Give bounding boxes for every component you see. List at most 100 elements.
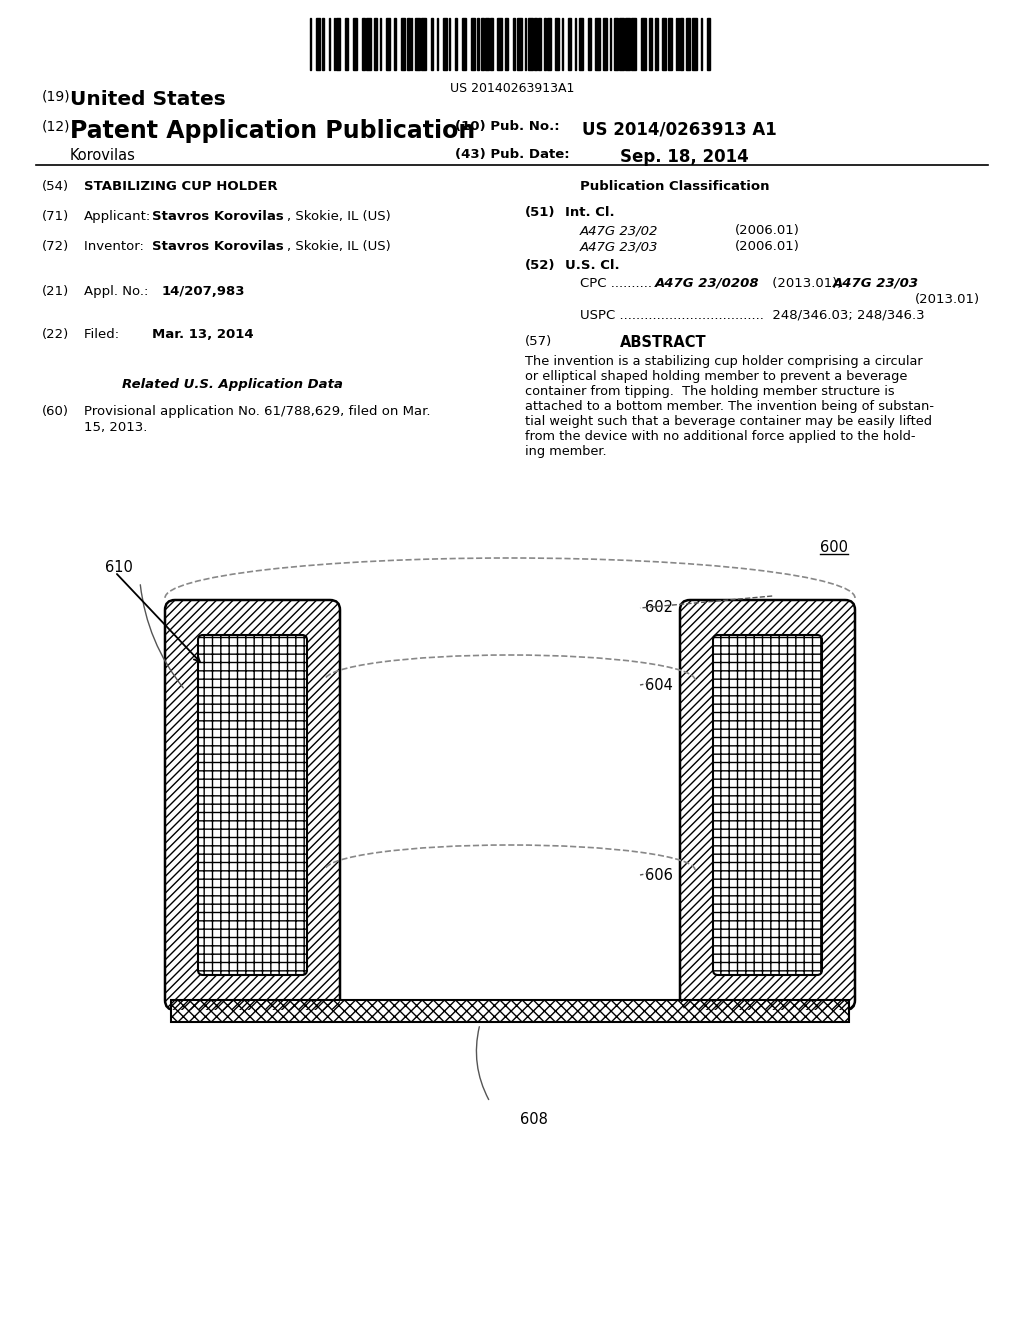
Text: A47G 23/03: A47G 23/03 bbox=[580, 240, 658, 253]
Bar bbox=[353, 18, 356, 70]
Text: (2013.01);: (2013.01); bbox=[768, 277, 846, 290]
Bar bbox=[700, 18, 702, 70]
Bar bbox=[641, 18, 646, 70]
FancyBboxPatch shape bbox=[713, 635, 822, 975]
Bar bbox=[602, 18, 607, 70]
Text: 608: 608 bbox=[520, 1111, 548, 1127]
Text: Sep. 18, 2014: Sep. 18, 2014 bbox=[620, 148, 749, 166]
Bar bbox=[649, 18, 651, 70]
Text: United States: United States bbox=[70, 90, 225, 110]
Bar bbox=[361, 18, 366, 70]
Text: Patent Application Publication: Patent Application Publication bbox=[70, 119, 475, 143]
Bar bbox=[676, 18, 677, 70]
Text: (2006.01): (2006.01) bbox=[735, 224, 800, 238]
Bar bbox=[374, 18, 377, 70]
Bar bbox=[394, 18, 396, 70]
Bar bbox=[692, 18, 697, 70]
Text: , Skokie, IL (US): , Skokie, IL (US) bbox=[287, 210, 391, 223]
Text: A47G 23/02: A47G 23/02 bbox=[580, 224, 658, 238]
Bar bbox=[567, 18, 571, 70]
Text: Related U.S. Application Data: Related U.S. Application Data bbox=[122, 378, 343, 391]
Text: U.S. Cl.: U.S. Cl. bbox=[565, 259, 620, 272]
Bar bbox=[655, 18, 657, 70]
Text: Inventor:: Inventor: bbox=[84, 240, 153, 253]
Bar bbox=[680, 18, 683, 70]
Text: Mar. 13, 2014: Mar. 13, 2014 bbox=[152, 327, 254, 341]
Bar bbox=[462, 18, 466, 70]
Bar bbox=[171, 1001, 849, 1022]
Text: (22): (22) bbox=[42, 327, 70, 341]
Text: The invention is a stabilizing cup holder comprising a circular: The invention is a stabilizing cup holde… bbox=[525, 355, 923, 368]
Bar bbox=[707, 18, 711, 70]
Text: Int. Cl.: Int. Cl. bbox=[565, 206, 614, 219]
Bar bbox=[485, 18, 488, 70]
Bar bbox=[455, 18, 458, 70]
Text: Filed:: Filed: bbox=[84, 327, 140, 341]
Text: 602: 602 bbox=[645, 601, 673, 615]
Text: 600: 600 bbox=[820, 540, 848, 554]
Bar bbox=[538, 18, 542, 70]
Bar bbox=[345, 18, 348, 70]
FancyBboxPatch shape bbox=[198, 635, 307, 975]
Text: Provisional application No. 61/788,629, filed on Mar.: Provisional application No. 61/788,629, … bbox=[84, 405, 430, 418]
Bar bbox=[416, 18, 420, 70]
Bar bbox=[422, 18, 426, 70]
Bar bbox=[408, 18, 410, 70]
Bar bbox=[562, 18, 563, 70]
Bar bbox=[506, 18, 508, 70]
Bar bbox=[620, 18, 624, 70]
Bar bbox=[544, 18, 546, 70]
Bar bbox=[686, 18, 690, 70]
Text: US 2014/0263913 A1: US 2014/0263913 A1 bbox=[582, 120, 777, 139]
Bar bbox=[437, 18, 438, 70]
Bar bbox=[548, 18, 551, 70]
Bar bbox=[663, 18, 666, 70]
Text: ABSTRACT: ABSTRACT bbox=[620, 335, 707, 350]
Text: CPC ..........: CPC .......... bbox=[580, 277, 652, 290]
Text: container from tipping.  The holding member structure is: container from tipping. The holding memb… bbox=[525, 385, 895, 399]
Text: (2013.01): (2013.01) bbox=[915, 293, 980, 306]
Bar bbox=[614, 18, 618, 70]
Bar bbox=[626, 18, 630, 70]
Text: (54): (54) bbox=[42, 180, 70, 193]
Bar bbox=[588, 18, 591, 70]
Bar bbox=[443, 18, 446, 70]
Bar bbox=[367, 18, 371, 70]
Bar bbox=[497, 18, 502, 70]
Text: 604: 604 bbox=[645, 677, 673, 693]
Text: (72): (72) bbox=[42, 240, 70, 253]
Text: 610: 610 bbox=[105, 560, 133, 576]
Bar bbox=[334, 18, 335, 70]
Bar bbox=[471, 18, 475, 70]
Bar bbox=[310, 18, 311, 70]
Text: 14/207,983: 14/207,983 bbox=[162, 285, 246, 298]
Text: 15, 2013.: 15, 2013. bbox=[84, 421, 147, 434]
Text: ing member.: ing member. bbox=[525, 445, 606, 458]
Bar bbox=[171, 1001, 849, 1022]
Text: Stavros Korovilas: Stavros Korovilas bbox=[152, 240, 284, 253]
Text: STABILIZING CUP HOLDER: STABILIZING CUP HOLDER bbox=[84, 180, 278, 193]
Bar bbox=[631, 18, 636, 70]
Bar bbox=[535, 18, 537, 70]
Text: or elliptical shaped holding member to prevent a beverage: or elliptical shaped holding member to p… bbox=[525, 370, 907, 383]
Bar bbox=[385, 18, 390, 70]
Bar bbox=[476, 18, 479, 70]
Bar bbox=[555, 18, 559, 70]
Bar bbox=[574, 18, 577, 70]
Bar bbox=[401, 18, 404, 70]
Text: A47G 23/03: A47G 23/03 bbox=[833, 277, 920, 290]
Bar bbox=[528, 18, 532, 70]
Bar bbox=[517, 18, 522, 70]
Bar bbox=[669, 18, 672, 70]
Text: (51): (51) bbox=[525, 206, 555, 219]
Text: (71): (71) bbox=[42, 210, 70, 223]
Text: (19): (19) bbox=[42, 90, 71, 104]
Bar bbox=[316, 18, 319, 70]
Text: (43) Pub. Date:: (43) Pub. Date: bbox=[455, 148, 569, 161]
Text: attached to a bottom member. The invention being of substan-: attached to a bottom member. The inventi… bbox=[525, 400, 934, 413]
Bar bbox=[322, 18, 325, 70]
Text: USPC ...................................  248/346.03; 248/346.3: USPC ...................................… bbox=[580, 309, 925, 322]
Text: (21): (21) bbox=[42, 285, 70, 298]
Text: (10) Pub. No.:: (10) Pub. No.: bbox=[455, 120, 564, 133]
Text: Korovilas: Korovilas bbox=[70, 148, 136, 162]
